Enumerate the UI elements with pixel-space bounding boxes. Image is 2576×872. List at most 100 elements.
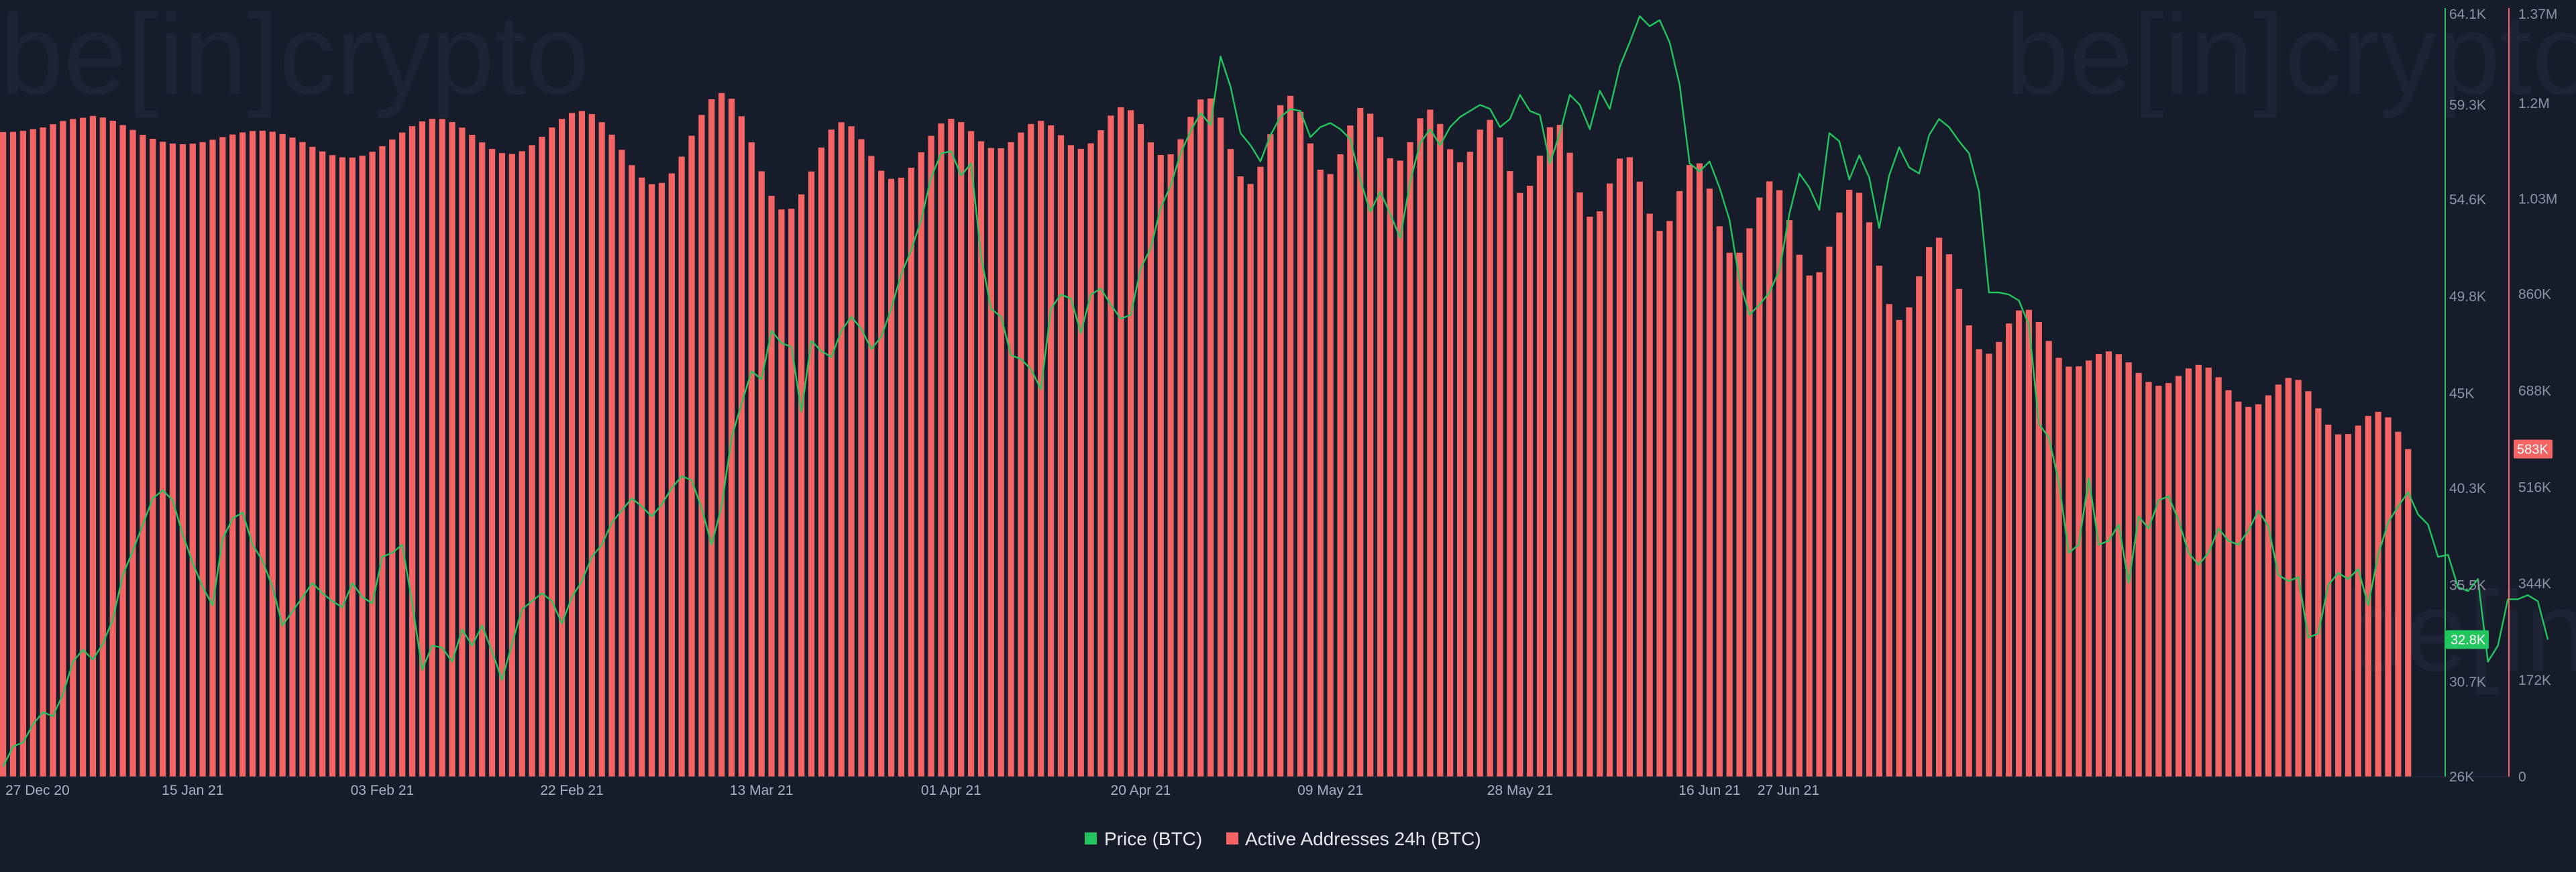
bar	[678, 156, 685, 777]
bar	[319, 151, 326, 777]
bar	[1896, 319, 1902, 777]
bar	[1177, 139, 1184, 777]
x-tick-label: 09 May 21	[1297, 783, 1363, 798]
bar	[1986, 353, 1992, 777]
bar	[1546, 127, 1554, 777]
bar	[1906, 307, 1913, 777]
bar	[738, 116, 745, 777]
bar	[2076, 366, 2082, 777]
bar	[1038, 121, 1044, 777]
price-tick-label: 54.6K	[2449, 193, 2486, 208]
bar	[2025, 309, 2033, 777]
bar	[1277, 105, 1284, 777]
addresses-last-badge	[2514, 439, 2553, 459]
bar	[1876, 266, 1882, 777]
bar	[2285, 378, 2292, 777]
bar	[2165, 383, 2172, 777]
bar	[1656, 231, 1663, 777]
legend-label-addresses: Active Addresses 24h (BTC)	[1245, 828, 1481, 849]
bar	[828, 129, 835, 777]
x-tick-label: 03 Feb 21	[351, 783, 415, 798]
watermark-text: be[in]crypto	[2006, 0, 2576, 119]
bar	[160, 142, 166, 777]
bar	[2305, 391, 2312, 777]
bar	[339, 157, 346, 777]
bar	[1357, 107, 1364, 777]
bar	[559, 119, 566, 777]
bar	[1337, 154, 1344, 777]
bar	[50, 124, 56, 777]
legend-swatch-addresses	[1226, 832, 1238, 844]
bar	[818, 147, 825, 777]
bar	[1217, 117, 1224, 777]
bar	[359, 156, 366, 777]
bar	[698, 115, 705, 777]
bar	[459, 127, 466, 777]
bar	[1297, 111, 1304, 777]
price-tick-label: 49.8K	[2449, 289, 2486, 305]
bar	[608, 134, 615, 777]
bar	[1676, 190, 1683, 777]
bar	[1776, 190, 1783, 777]
bar	[19, 131, 26, 777]
bar	[179, 144, 186, 777]
bar	[788, 209, 795, 777]
bar	[1028, 123, 1034, 777]
x-tick-label: 27 Dec 20	[5, 783, 70, 798]
bar	[2195, 364, 2202, 777]
bar	[987, 148, 994, 777]
bar	[2375, 411, 2381, 777]
bar	[838, 122, 845, 777]
bar	[2255, 404, 2262, 777]
bar	[269, 131, 276, 777]
bar	[488, 149, 496, 777]
bar	[1766, 181, 1773, 777]
bar	[1137, 123, 1144, 777]
bar	[1746, 228, 1753, 777]
bar	[1427, 109, 1434, 777]
bar	[2095, 353, 2102, 777]
bar	[2355, 425, 2361, 777]
bar	[1966, 325, 1972, 777]
bar	[1417, 118, 1424, 777]
bar	[1097, 130, 1104, 777]
bar	[1836, 212, 1843, 777]
bar	[1087, 143, 1094, 777]
x-tick-label: 01 Apr 21	[921, 783, 981, 798]
bar	[1686, 165, 1693, 777]
bar	[967, 131, 975, 777]
price-tick-label: 59.3K	[2449, 97, 2486, 113]
price-tick-label: 64.1K	[2449, 7, 2486, 22]
bar	[1167, 154, 1174, 777]
bar	[798, 194, 805, 777]
bar	[80, 117, 87, 777]
bar	[948, 119, 955, 777]
bar	[1317, 169, 1324, 777]
bar	[30, 129, 36, 777]
bar	[140, 134, 146, 777]
bar	[409, 126, 416, 777]
bar	[708, 99, 715, 777]
bar	[938, 123, 945, 777]
bar	[2145, 382, 2152, 777]
addresses-tick-label: 516K	[2518, 480, 2551, 495]
bar	[2334, 434, 2342, 777]
bar	[1018, 132, 1024, 777]
bar	[1587, 217, 1593, 777]
bar	[1786, 220, 1793, 777]
bar	[369, 152, 376, 777]
bar	[2245, 406, 2252, 777]
bar	[1856, 193, 1863, 777]
bar	[1886, 304, 1892, 777]
axes-layer: 26K 30.7K 35.5K 40.3K 45K 49.8K 54.6K 59.3K 64.1…	[0, 7, 2557, 798]
bar	[60, 121, 66, 777]
bar	[688, 135, 695, 777]
bar	[1108, 115, 1114, 777]
bar	[129, 129, 136, 777]
bar	[2045, 341, 2052, 777]
bar	[449, 122, 455, 777]
bar	[868, 156, 875, 777]
bar	[1626, 157, 1633, 777]
bar	[279, 133, 286, 777]
